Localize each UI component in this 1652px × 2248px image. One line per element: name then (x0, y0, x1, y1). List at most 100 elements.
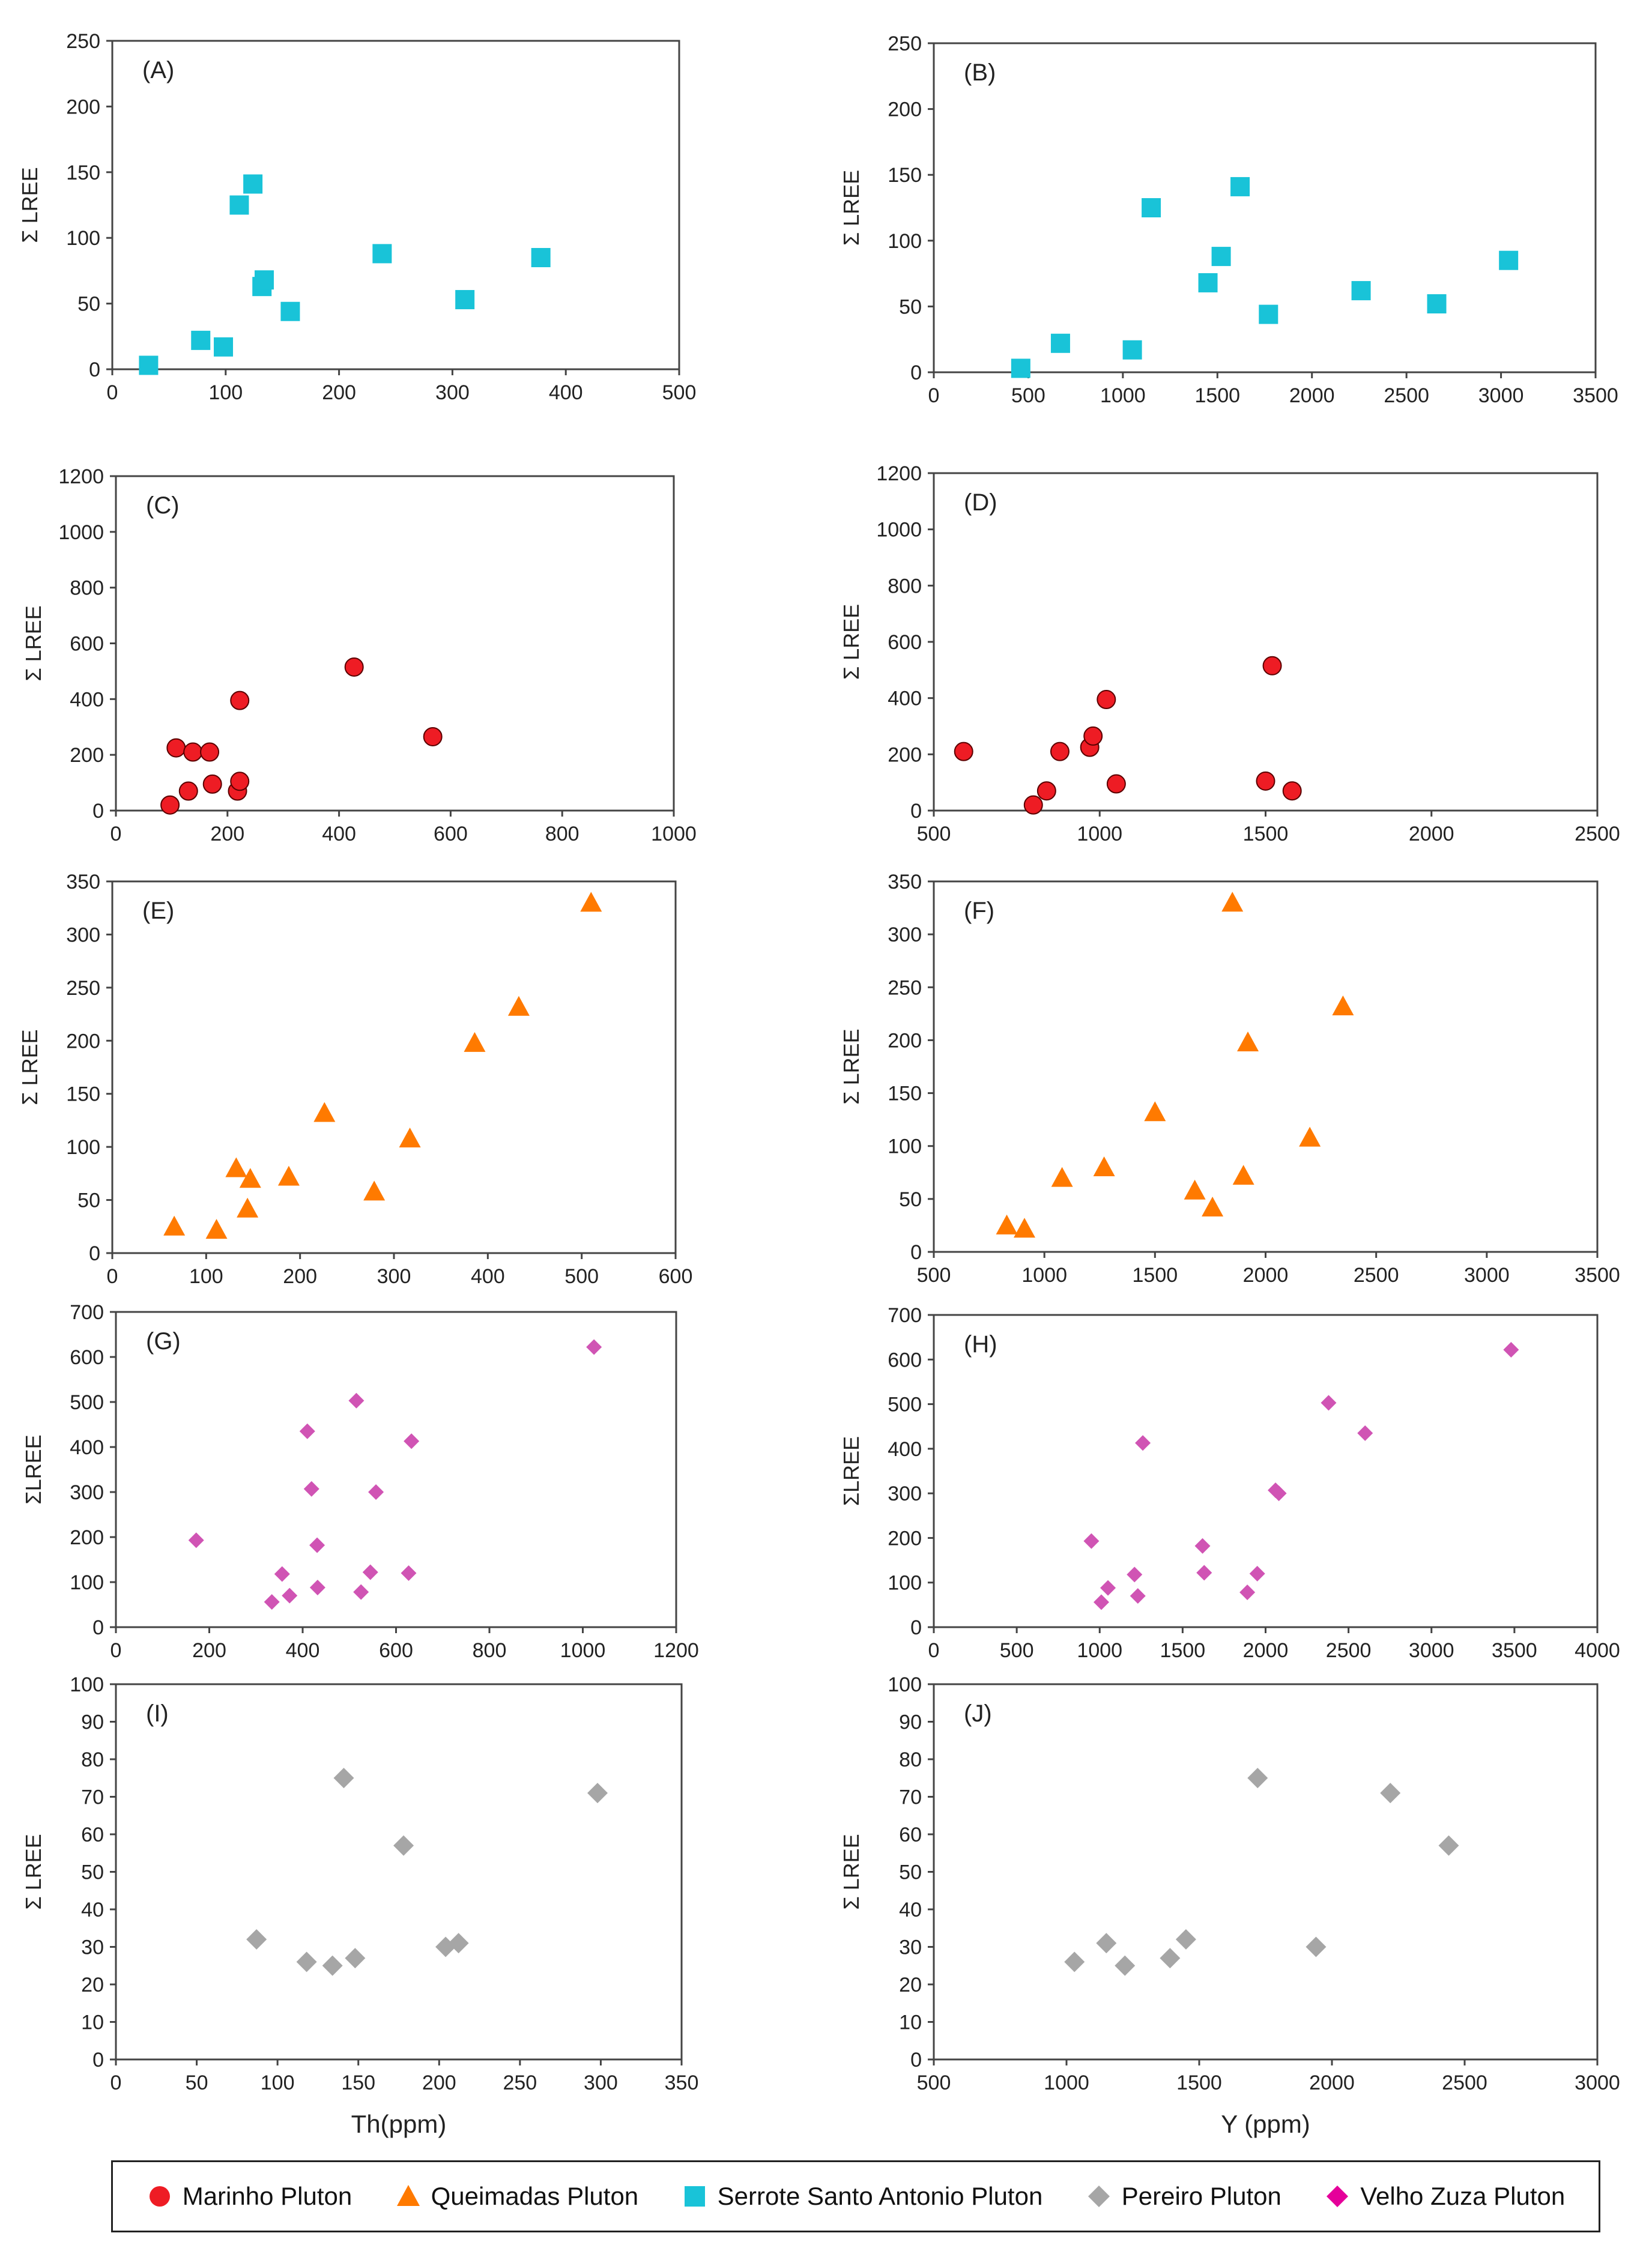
x-tick-label: 1500 (1160, 1639, 1206, 1662)
y-tick-label: 80 (81, 1748, 104, 1771)
data-point (1211, 247, 1231, 267)
x-tick-label: 2500 (1326, 1639, 1372, 1662)
data-point (448, 1933, 469, 1954)
x-tick-label: 3500 (1575, 1264, 1620, 1287)
y-tick-label: 200 (888, 1029, 922, 1052)
x-tick-label: 1000 (1100, 384, 1146, 407)
data-point (225, 1157, 247, 1177)
panel-label: (A) (142, 57, 174, 83)
y-tick-label: 700 (70, 1301, 104, 1324)
legend-item: Marinho Pluton (147, 2182, 352, 2211)
data-point (344, 657, 364, 677)
y-tick-label: 400 (888, 687, 922, 710)
data-point (183, 742, 203, 762)
data-point (200, 742, 220, 762)
chart-panel-e: 0 100 200 300 400 500 600 0 50 100 150 200 250 300 350… (17, 871, 692, 1288)
y-tick-label: 90 (899, 1711, 922, 1734)
x-tick-label: 0 (107, 1265, 118, 1288)
data-point (401, 1565, 417, 1581)
y-tick-label: 150 (888, 1083, 922, 1105)
x-tick-label: 500 (917, 2071, 951, 2094)
chart-panel-f: 500 1000 1500 2000 2500 3000 3500 0 50 100 150 200 2… (839, 871, 1620, 1287)
data-point (954, 742, 973, 761)
x-tick-label: 600 (434, 823, 468, 845)
x-tick-label: 200 (322, 381, 356, 404)
x-tick-label: 200 (192, 1639, 226, 1662)
y-tick-label: 0 (89, 358, 100, 381)
y-tick-label: 600 (70, 1346, 104, 1369)
data-point (254, 270, 274, 290)
data-point (455, 290, 475, 310)
x-tick-label: 100 (261, 2071, 295, 2094)
x-tick-label: 1500 (1243, 823, 1289, 845)
x-tick-label: 2500 (1384, 384, 1429, 407)
chart-panel-c: 0 200 400 600 800 1000 0 200 400 600 800 1000 1200 (C… (21, 465, 697, 845)
data-point (368, 1484, 384, 1500)
data-point (230, 690, 250, 710)
data-point (1050, 742, 1070, 761)
y-tick-label: 90 (81, 1711, 104, 1734)
data-point (1221, 892, 1244, 912)
y-tick-label: 100 (70, 1673, 104, 1696)
data-point (1051, 1167, 1073, 1187)
data-point (587, 1783, 608, 1804)
x-tick-label: 1200 (653, 1639, 699, 1662)
x-tick-label: 100 (208, 381, 243, 404)
y-tick-label: 350 (66, 871, 100, 893)
y-axis-label: Σ LREE (21, 1834, 46, 1909)
panel-label: (D) (964, 489, 997, 516)
data-point (1271, 1485, 1287, 1502)
data-point (1237, 1031, 1259, 1051)
x-tick-label: 800 (545, 823, 579, 845)
x-tick-label: 0 (110, 1639, 122, 1662)
plot-frame (933, 1683, 1599, 2061)
circle-marker-icon (149, 2186, 170, 2207)
y-tick-label: 50 (899, 295, 922, 318)
data-point (1036, 781, 1056, 801)
y-tick-label: 0 (92, 1616, 104, 1639)
x-tick-label: 3000 (1575, 2071, 1620, 2094)
y-axis-label: Σ LREE (21, 605, 46, 681)
x-tick-label: 500 (917, 823, 951, 845)
y-tick-label: 150 (66, 162, 100, 184)
y-tick-label: 20 (899, 1974, 922, 1996)
data-point (1299, 1126, 1321, 1147)
y-tick-label: 80 (899, 1748, 922, 1771)
y-tick-label: 400 (70, 688, 104, 711)
data-point (205, 1219, 228, 1239)
x-tick-label: 400 (322, 823, 356, 845)
panel-label: (G) (146, 1328, 181, 1355)
y-tick-label: 40 (81, 1899, 104, 1921)
legend-item: Serrote Santo Antonio Pluton (682, 2182, 1042, 2211)
y-tick-label: 1200 (876, 462, 922, 485)
data-point (1230, 177, 1250, 196)
data-point (1011, 358, 1030, 378)
y-tick-label: 10 (899, 2011, 922, 2034)
plot-frame (933, 42, 1597, 373)
data-point (464, 1032, 486, 1052)
data-point (1097, 690, 1116, 710)
x-tick-label: 500 (662, 381, 697, 404)
chart-panel-b: 0 500 1000 1500 2000 2500 3000 3500 0 50 100 150 200… (839, 32, 1618, 407)
y-tick-label: 0 (910, 2049, 922, 2071)
x-tick-label: 400 (471, 1265, 505, 1288)
y-tick-label: 0 (910, 1616, 922, 1639)
y-tick-label: 250 (66, 30, 100, 53)
diamond-marker-icon (1327, 2186, 1349, 2207)
x-tick-label: 3000 (1409, 1639, 1454, 1662)
data-point (399, 1127, 421, 1147)
x-tick-label: 500 (1011, 384, 1045, 407)
y-axis-label: Σ LREE (839, 1029, 864, 1104)
data-point (1064, 1951, 1085, 1972)
data-point (393, 1835, 414, 1856)
x-tick-label: 800 (473, 1639, 507, 1662)
x-tick-label: 0 (110, 823, 122, 845)
x-tick-label: 300 (435, 381, 470, 404)
data-point (1232, 1165, 1254, 1185)
data-point (1351, 281, 1371, 301)
y-tick-label: 70 (81, 1786, 104, 1809)
y-tick-label: 100 (70, 1571, 104, 1594)
data-point (423, 727, 443, 746)
data-point (1144, 1101, 1166, 1122)
data-point (1282, 781, 1302, 801)
